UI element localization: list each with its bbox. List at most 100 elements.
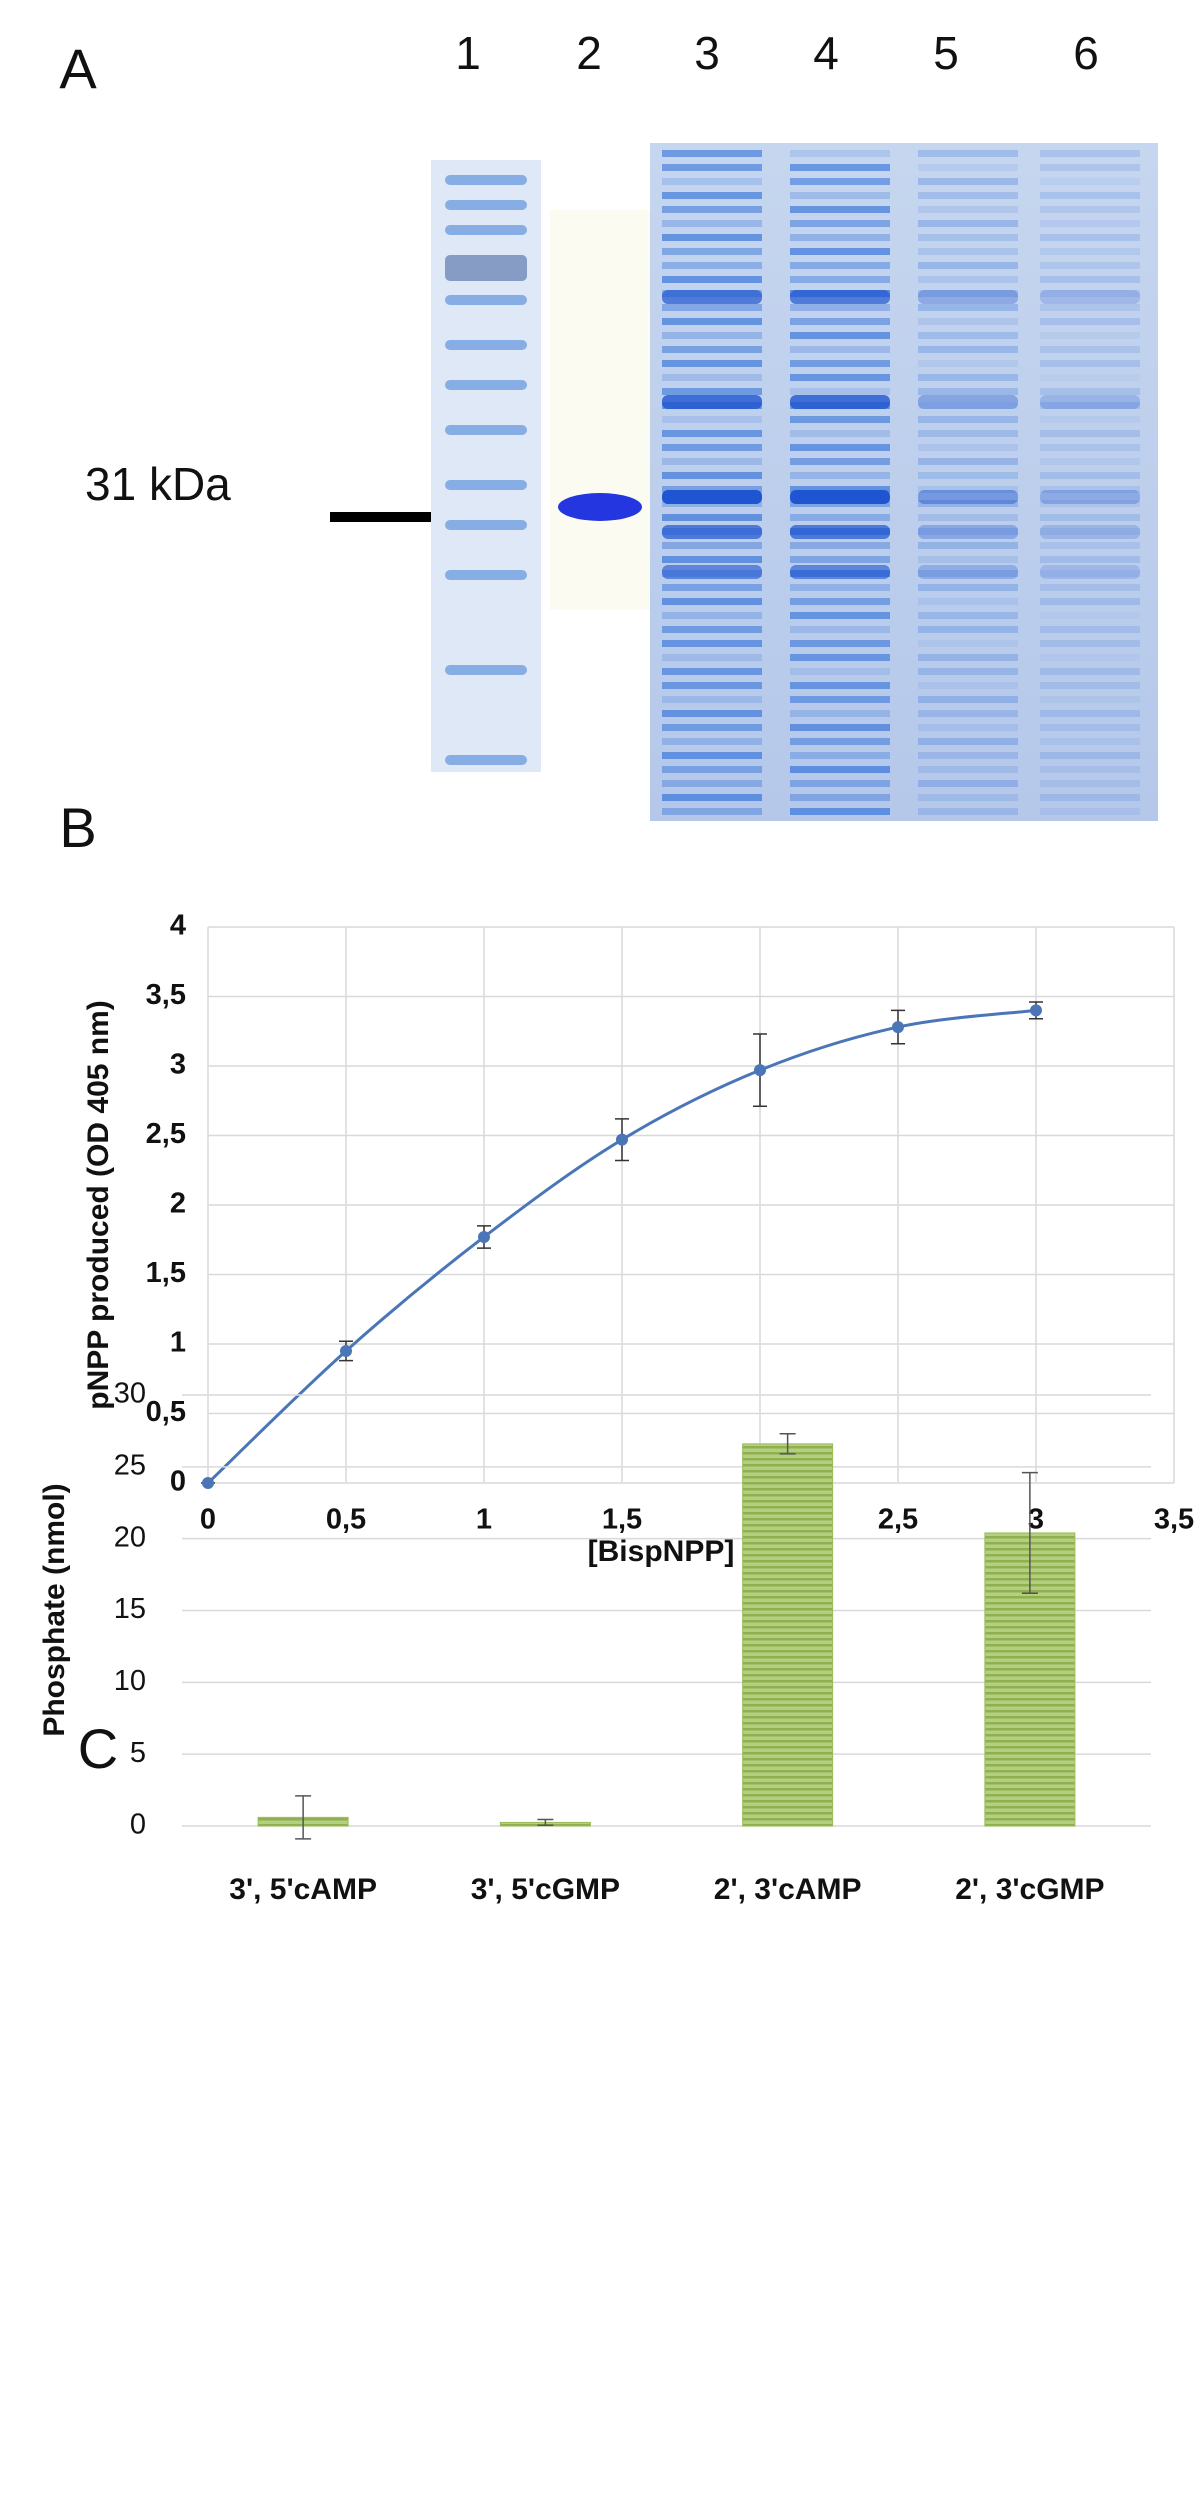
gel-band [445,755,527,765]
gel-band [662,150,762,157]
gel-band [662,724,762,731]
gel-band [1040,780,1140,787]
gel-band [790,164,890,171]
gel-band [1040,710,1140,717]
gel-band [790,388,890,395]
x-tick-label: 2', 3'cAMP [714,1873,862,1906]
gel-band [1040,458,1140,465]
gel-band [662,752,762,759]
gel-band [1040,290,1140,304]
gel-band [662,395,762,409]
gel-band [662,682,762,689]
gel-band [1040,738,1140,745]
gel-band [662,458,762,465]
x-tick-label: 3 [1028,1504,1044,1536]
panel-label: A [59,37,97,100]
gel-band [918,584,1018,591]
gel-band [662,346,762,353]
gel-band [918,640,1018,647]
gel-band [662,164,762,171]
gel-band [918,486,1018,493]
gel-band [918,430,1018,437]
gel-band [790,565,890,579]
gel-band [918,752,1018,759]
gel-band [1040,500,1140,507]
gel-band [918,164,1018,171]
gel-band [1040,696,1140,703]
gel-band [445,340,527,350]
x-tick-label: 2', 3'cGMP [955,1873,1104,1906]
gel-band [790,220,890,227]
lane-label: 6 [1073,27,1099,79]
gel-band [790,360,890,367]
lane-label: 2 [576,27,602,79]
gel-band [662,738,762,745]
y-tick-label: 1,5 [146,1257,186,1289]
gel-band [662,808,762,815]
y-tick-label: 15 [114,1593,146,1625]
data-point [892,1021,904,1034]
gel-band [918,458,1018,465]
gel-band [1040,192,1140,199]
gel-band [790,794,890,801]
gel-band [662,416,762,423]
gel-band [1040,486,1140,493]
gel-band [790,808,890,815]
gel-band [918,234,1018,241]
gel-band [1040,626,1140,633]
gel-band [790,626,890,633]
gel-band [918,444,1018,451]
gel-band [790,262,890,269]
gel-band [662,556,762,563]
gel-band [1040,332,1140,339]
gel-band [1040,206,1140,213]
gel-band [790,304,890,311]
gel-band [918,318,1018,325]
gel-band [1040,164,1140,171]
gel-band [918,724,1018,731]
gel-band [790,654,890,661]
gel-band [445,665,527,675]
gel-band [662,654,762,661]
gel-band [1040,374,1140,381]
y-axis-title: Phosphate (nmol) [38,1483,71,1736]
gel-band [790,514,890,521]
gel-band [790,318,890,325]
gel-band [918,696,1018,703]
gel-band [790,276,890,283]
error-bar [537,1818,554,1827]
gel-band [918,150,1018,157]
gel-band [445,295,527,305]
gel-band [918,262,1018,269]
gel-band [1040,668,1140,675]
gel-band [662,444,762,451]
gel-band [445,520,527,530]
y-tick-label: 1 [170,1327,186,1359]
gel-band [1040,430,1140,437]
gel-band [1040,654,1140,661]
gel-band [790,766,890,773]
data-point [1030,1004,1042,1017]
gel-band [790,598,890,605]
gel-band [790,178,890,185]
gel-panel: A 1 2 3 4 5 6 31 kDa [59,27,1158,821]
gel-band [918,220,1018,227]
gel-band [918,490,1018,504]
lane-label: 1 [455,27,481,79]
gel-band [918,374,1018,381]
gel-band [918,598,1018,605]
y-axis-title: pNPP produced (OD 405 nm) [82,1000,115,1410]
y-tick-label: 4 [170,910,186,942]
gel-band [918,206,1018,213]
x-tick-label: 3,5 [1154,1504,1194,1536]
gel-band [1040,752,1140,759]
gel-band [918,794,1018,801]
gel-band [662,565,762,579]
gel-band [918,780,1018,787]
gel-band [1040,318,1140,325]
gel-band [790,206,890,213]
gel-band [790,724,890,731]
gel-band [918,668,1018,675]
gel-band [790,556,890,563]
